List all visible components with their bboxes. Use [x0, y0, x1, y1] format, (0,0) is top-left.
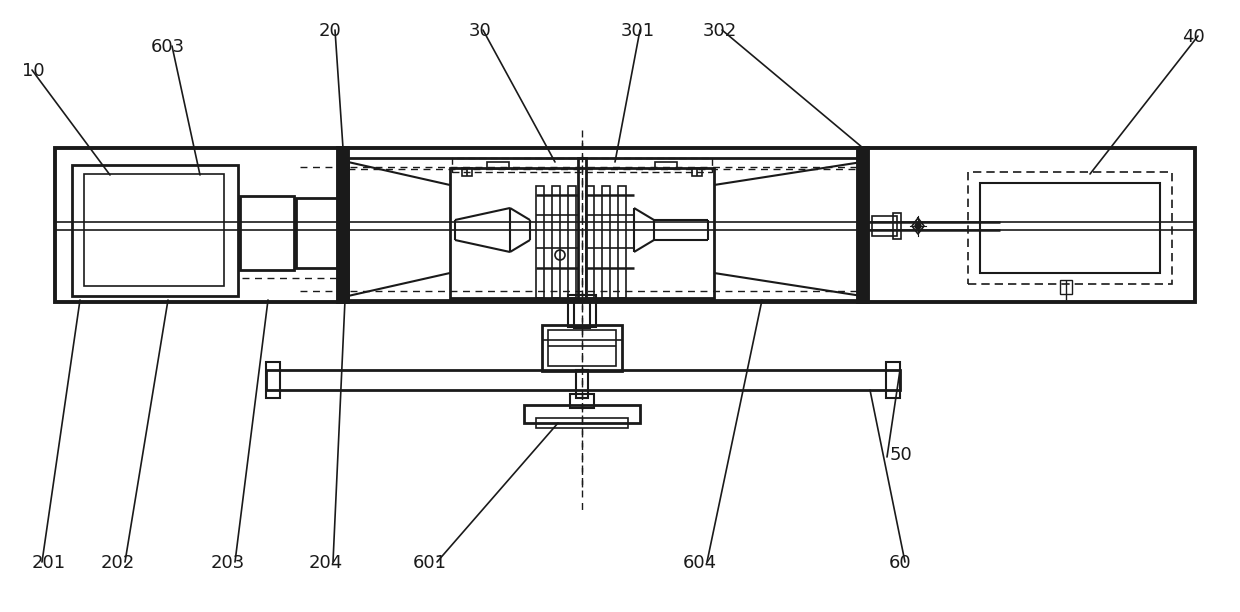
Bar: [536, 418, 627, 428]
Bar: [450, 168, 714, 298]
Bar: [267, 362, 280, 398]
Bar: [525, 405, 640, 423]
Bar: [692, 168, 702, 176]
Bar: [453, 158, 712, 172]
Text: 20: 20: [319, 22, 341, 40]
Bar: [568, 295, 596, 327]
Text: 204: 204: [309, 554, 343, 572]
Text: 301: 301: [621, 22, 655, 40]
Text: 604: 604: [683, 554, 717, 572]
Bar: [72, 165, 238, 296]
Text: 601: 601: [413, 554, 446, 572]
Bar: [267, 370, 900, 390]
Bar: [55, 148, 1195, 302]
Bar: [536, 186, 544, 298]
Bar: [893, 213, 901, 239]
Bar: [587, 186, 594, 298]
Text: 60: 60: [889, 554, 911, 572]
Bar: [339, 148, 348, 302]
Text: 302: 302: [703, 22, 737, 40]
Bar: [463, 168, 472, 176]
Bar: [548, 330, 616, 366]
Bar: [568, 186, 577, 298]
Bar: [655, 162, 677, 169]
Bar: [84, 174, 224, 286]
Text: 603: 603: [151, 38, 185, 56]
Bar: [968, 172, 1172, 284]
Text: 203: 203: [211, 554, 246, 572]
Bar: [1060, 280, 1073, 294]
Text: 30: 30: [469, 22, 491, 40]
Bar: [578, 158, 587, 300]
Bar: [542, 325, 622, 371]
Text: 50: 50: [890, 446, 913, 464]
Circle shape: [915, 223, 921, 229]
Bar: [570, 394, 594, 408]
Bar: [296, 198, 343, 268]
Bar: [241, 196, 294, 270]
Text: 202: 202: [100, 554, 135, 572]
Bar: [872, 216, 897, 236]
Bar: [887, 362, 900, 398]
Text: 10: 10: [22, 62, 45, 80]
Text: 40: 40: [1182, 28, 1205, 46]
Bar: [577, 370, 588, 398]
Bar: [348, 158, 862, 300]
Text: 201: 201: [32, 554, 66, 572]
Bar: [858, 148, 868, 302]
Bar: [980, 183, 1159, 273]
Bar: [618, 186, 626, 298]
Bar: [487, 162, 508, 169]
Bar: [574, 300, 590, 328]
Bar: [601, 186, 610, 298]
Bar: [552, 186, 560, 298]
